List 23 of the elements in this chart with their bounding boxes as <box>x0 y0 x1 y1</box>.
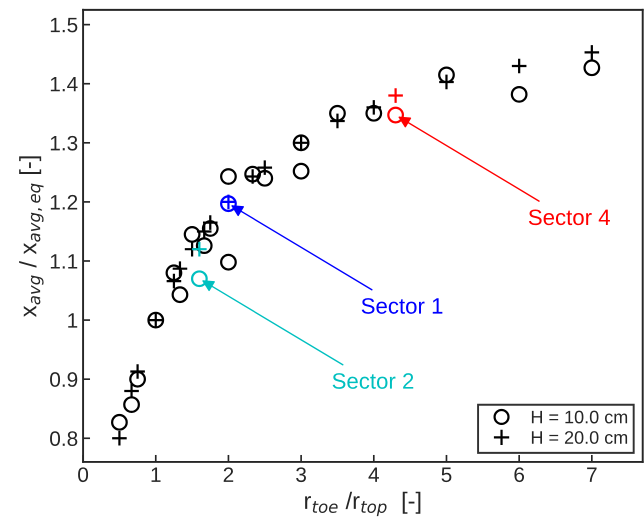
x-tick-label: 6 <box>514 467 524 482</box>
y-tick-label: 1.1 <box>50 254 78 269</box>
x-tick-label: 5 <box>442 468 452 482</box>
x-axis-title: r$_{toe}$ /r$_{top}$ [-] <box>305 492 420 516</box>
annotation: Sector 1 <box>362 298 442 314</box>
annotation: Sector 2 <box>332 373 414 389</box>
y-tick-label: 1.3 <box>50 136 78 151</box>
y-tick-label: 1.2 <box>50 194 78 210</box>
y-tick-label: 0.8 <box>50 431 78 446</box>
y-tick-label: 1 <box>68 313 78 328</box>
x-tick-label: 3 <box>296 467 306 482</box>
y-axis-title: x$_{avg}$ / x$_{avg,eq}$ [-] <box>19 156 44 317</box>
y-tick-label: 1.4 <box>50 76 78 92</box>
annotation: Sector 4 <box>528 209 610 226</box>
x-tick-label: 4 <box>368 468 379 482</box>
y-tick-label: 1.5 <box>50 18 78 32</box>
x-tick-label: 1 <box>152 468 161 482</box>
x-tick-label: 2 <box>224 467 234 482</box>
y-tick-label: 0.9 <box>50 372 78 387</box>
legend-label: H = 20.0 cm <box>532 431 628 444</box>
legend-label: H = 10.0 cm <box>532 410 628 424</box>
x-tick-label: 7 <box>587 468 597 482</box>
x-tick-label: 0 <box>78 467 88 482</box>
